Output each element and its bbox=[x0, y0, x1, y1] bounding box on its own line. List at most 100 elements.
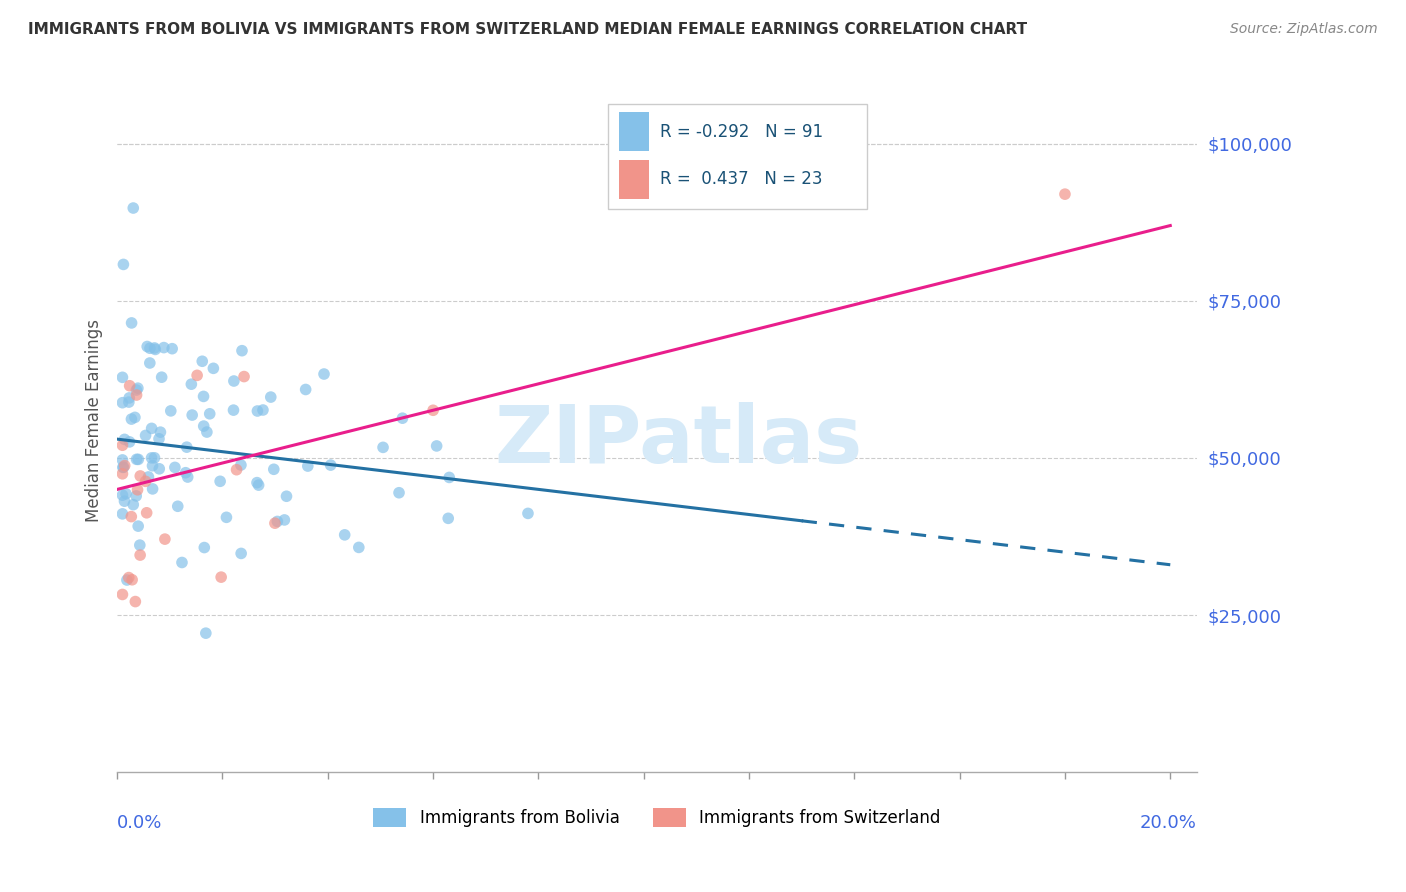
Point bbox=[125, 452, 148, 467]
Point bbox=[125, 383, 148, 397]
Point bbox=[112, 460, 135, 475]
Point bbox=[233, 369, 256, 384]
Point bbox=[297, 459, 319, 474]
Point bbox=[127, 519, 149, 533]
Point bbox=[148, 432, 170, 446]
Point bbox=[121, 316, 143, 330]
Point bbox=[141, 458, 163, 473]
Text: Source: ZipAtlas.com: Source: ZipAtlas.com bbox=[1230, 22, 1378, 37]
Point bbox=[127, 483, 149, 497]
Point bbox=[118, 571, 141, 585]
Point bbox=[111, 460, 134, 475]
Point bbox=[166, 500, 188, 514]
Point bbox=[319, 458, 342, 472]
Point bbox=[143, 341, 166, 355]
Point bbox=[115, 487, 138, 501]
Point bbox=[347, 541, 370, 555]
Point bbox=[127, 452, 149, 467]
Point bbox=[114, 433, 136, 447]
Point bbox=[128, 538, 150, 552]
Text: R = -0.292   N = 91: R = -0.292 N = 91 bbox=[661, 123, 824, 141]
Point bbox=[209, 475, 232, 489]
Point bbox=[139, 356, 162, 370]
Point bbox=[371, 441, 394, 455]
Text: 0.0%: 0.0% bbox=[117, 814, 163, 832]
Point bbox=[333, 528, 356, 542]
Point bbox=[209, 570, 232, 584]
Point bbox=[194, 626, 217, 640]
Point bbox=[391, 411, 413, 425]
Point bbox=[135, 428, 157, 442]
Point bbox=[176, 470, 198, 484]
Point bbox=[141, 450, 163, 465]
Point bbox=[111, 507, 134, 521]
Point bbox=[139, 341, 162, 355]
Point bbox=[231, 343, 253, 358]
Point bbox=[135, 475, 157, 489]
Point bbox=[142, 482, 165, 496]
Bar bbox=[619, 160, 650, 199]
Point bbox=[148, 462, 170, 476]
Point bbox=[276, 489, 298, 503]
Point bbox=[193, 541, 215, 555]
Point bbox=[186, 368, 208, 383]
Point bbox=[115, 573, 138, 587]
Point bbox=[111, 587, 134, 601]
Point bbox=[160, 342, 183, 356]
Point bbox=[120, 509, 142, 524]
Point bbox=[122, 498, 145, 512]
Point bbox=[181, 408, 204, 422]
Point bbox=[294, 383, 316, 397]
Point bbox=[264, 516, 287, 531]
Text: 20.0%: 20.0% bbox=[1140, 814, 1197, 832]
Point bbox=[422, 403, 444, 417]
Point bbox=[118, 395, 141, 409]
Point bbox=[246, 475, 269, 490]
Point bbox=[141, 421, 163, 435]
Point bbox=[202, 361, 225, 376]
Point bbox=[252, 403, 274, 417]
Point bbox=[517, 507, 540, 521]
Point bbox=[114, 458, 136, 473]
Point bbox=[439, 470, 461, 484]
Point bbox=[388, 485, 411, 500]
Point bbox=[1053, 187, 1076, 202]
Point bbox=[247, 478, 270, 492]
Point bbox=[174, 466, 197, 480]
Point bbox=[260, 390, 283, 404]
Point bbox=[191, 354, 214, 368]
Point bbox=[176, 440, 198, 454]
Point bbox=[124, 594, 146, 608]
Point bbox=[112, 257, 135, 271]
Point bbox=[127, 381, 149, 395]
Point bbox=[193, 419, 215, 434]
Point bbox=[231, 546, 253, 560]
Point bbox=[159, 404, 181, 418]
Point bbox=[266, 515, 288, 529]
Point bbox=[111, 467, 134, 481]
Point bbox=[153, 532, 176, 546]
Point bbox=[111, 453, 134, 467]
Text: IMMIGRANTS FROM BOLIVIA VS IMMIGRANTS FROM SWITZERLAND MEDIAN FEMALE EARNINGS CO: IMMIGRANTS FROM BOLIVIA VS IMMIGRANTS FR… bbox=[28, 22, 1028, 37]
Point bbox=[222, 403, 245, 417]
Point bbox=[163, 460, 186, 475]
Point bbox=[121, 573, 143, 587]
Point bbox=[195, 425, 218, 439]
Text: R =  0.437   N = 23: R = 0.437 N = 23 bbox=[661, 170, 823, 188]
Point bbox=[120, 412, 142, 426]
Point bbox=[225, 463, 247, 477]
Point bbox=[198, 407, 221, 421]
Point bbox=[437, 511, 460, 525]
Point bbox=[124, 410, 146, 425]
Point bbox=[136, 339, 159, 353]
Point bbox=[229, 458, 252, 472]
Point bbox=[215, 510, 238, 524]
Point bbox=[193, 389, 215, 403]
Point bbox=[111, 438, 134, 452]
FancyBboxPatch shape bbox=[609, 103, 868, 210]
Point bbox=[263, 462, 285, 476]
Point bbox=[150, 370, 173, 384]
Point bbox=[312, 367, 335, 381]
Point bbox=[111, 488, 134, 502]
Point bbox=[180, 377, 202, 392]
